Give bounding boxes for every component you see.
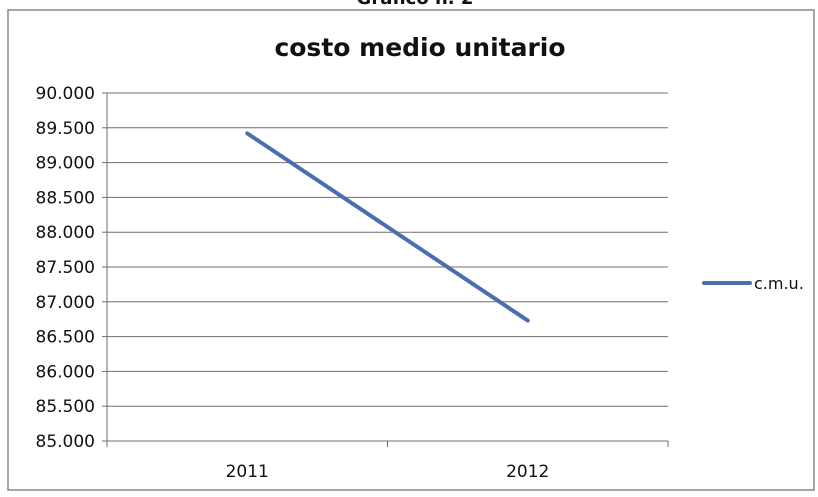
y-tick-label: 85.000 — [36, 432, 95, 452]
legend-label: c.m.u. — [754, 274, 804, 293]
y-tick-label: 88.000 — [36, 223, 95, 243]
y-tick-label: 90.000 — [36, 84, 95, 104]
y-tick-label: 87.500 — [36, 258, 95, 278]
grid-layer — [102, 92, 668, 442]
x-tick-labels: 2011 2012 — [226, 462, 550, 482]
chart-border — [7, 9, 815, 491]
series-line — [245, 131, 530, 323]
x-tick-label: 2011 — [226, 462, 269, 482]
y-tick-label: 88.500 — [36, 188, 95, 208]
x-tick-label: 2012 — [506, 462, 549, 482]
y-tick-labels: 85.000 85.500 86.000 86.500 87.000 87.500 88.0… — [36, 84, 95, 452]
series-layer — [245, 131, 530, 323]
legend: c.m.u. — [702, 274, 804, 293]
y-tick-label: 86.500 — [36, 328, 95, 348]
header-caption: Grafico n. 2 — [357, 0, 474, 9]
chart-title: costo medio unitario — [274, 33, 565, 62]
y-tick-label: 86.000 — [36, 362, 95, 382]
y-tick-label: 85.500 — [36, 397, 95, 417]
axis-layer — [106, 93, 669, 447]
y-tick-label: 87.000 — [36, 293, 95, 313]
y-tick-label: 89.500 — [36, 119, 95, 139]
y-tick-label: 89.000 — [36, 154, 95, 174]
